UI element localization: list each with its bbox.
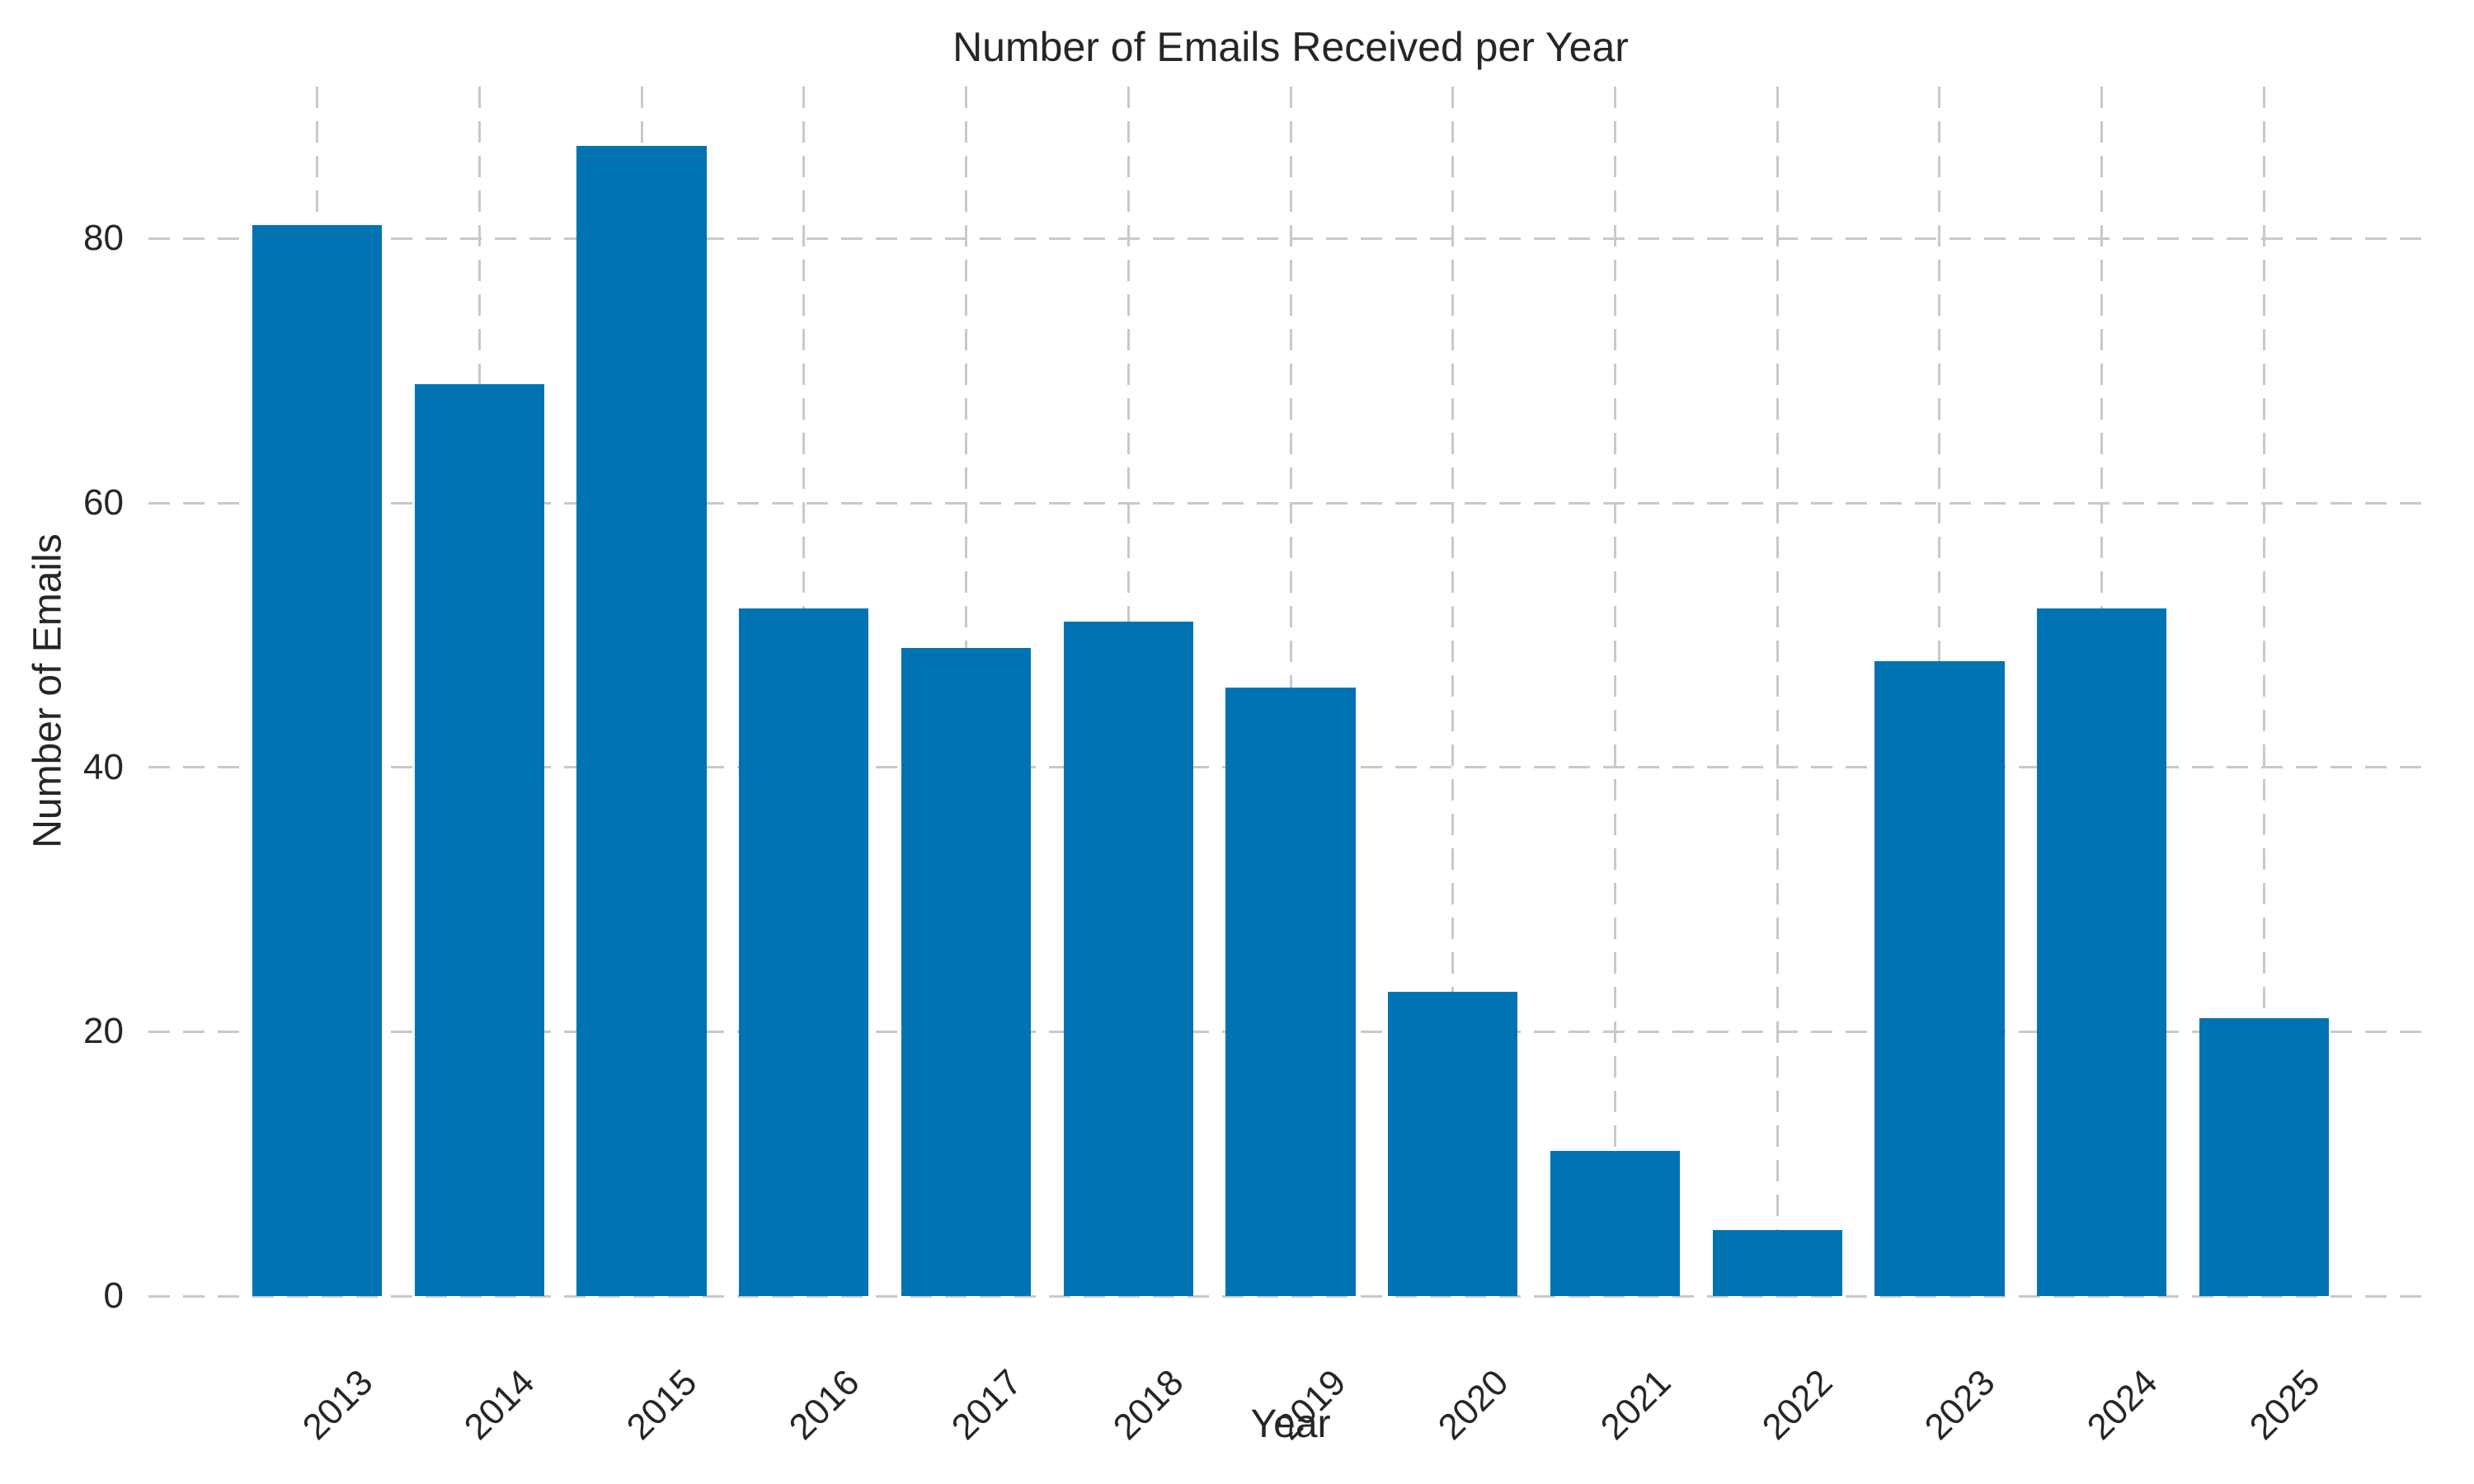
bar-2013 [252,225,383,1296]
chart-title: Number of Emails Received per Year [952,24,1629,70]
bar-2018 [1063,622,1193,1296]
x-gridline-2022 [1776,87,1779,1296]
bar-2020 [1388,992,1518,1296]
y-tick-label-40: 40 [83,746,124,787]
y-tick-label-20: 20 [83,1011,124,1052]
x-tick-label-2025: 2025 [2241,1362,2328,1448]
y-axis-label: Number of Emails [26,533,70,848]
x-tick-label-2020: 2020 [1430,1362,1517,1448]
x-tick-label-2017: 2017 [943,1362,1030,1448]
x-tick-label-2014: 2014 [457,1362,543,1448]
x-tick-label-2015: 2015 [618,1362,705,1448]
x-tick-label-2022: 2022 [1754,1362,1841,1448]
bar-2025 [2199,1018,2330,1296]
bar-2014 [414,383,545,1296]
x-gridline-2025 [2262,87,2265,1296]
bar-2024 [2036,608,2167,1296]
bar-2017 [901,648,1032,1296]
x-tick-label-2023: 2023 [1917,1362,2003,1448]
x-tick-label-2018: 2018 [1106,1362,1192,1448]
x-gridline-2021 [1613,87,1616,1296]
x-axis-label: Year [1250,1402,1331,1446]
bar-2019 [1225,688,1356,1296]
x-gridline-2020 [1451,87,1455,1296]
y-tick-label-80: 80 [83,218,124,259]
bar-2023 [1874,661,2005,1296]
x-tick-label-2016: 2016 [781,1362,868,1448]
x-tick-label-2024: 2024 [2079,1362,2166,1448]
y-tick-label-0: 0 [103,1275,124,1316]
bar-2021 [1550,1150,1681,1296]
x-tick-label-2013: 2013 [294,1362,381,1448]
bar-2015 [576,146,707,1296]
bar-2016 [739,608,869,1296]
x-tick-label-2021: 2021 [1592,1362,1679,1448]
bar-2022 [1712,1229,1842,1296]
y-tick-label-60: 60 [83,482,124,524]
y-gridline-0 [148,1294,2433,1298]
